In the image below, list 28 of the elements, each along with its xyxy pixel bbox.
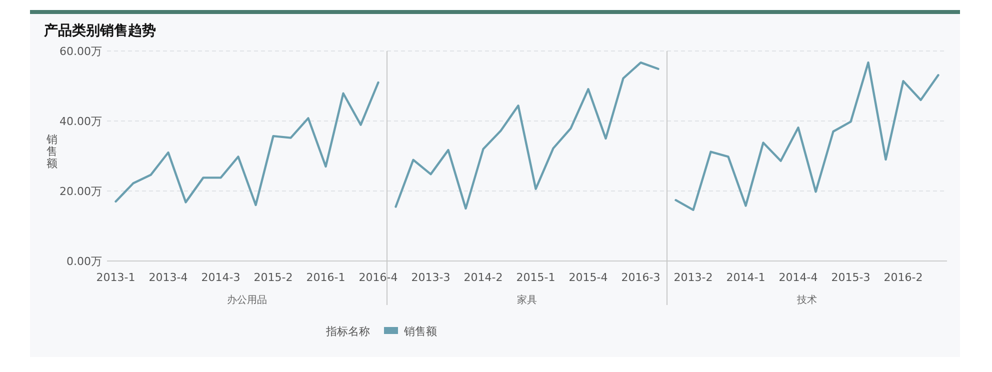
line-series [114,81,380,206]
x-tick-label: 2013-3 [411,271,450,284]
legend-title: 指标名称 [325,325,370,338]
x-tick-label: 2015-1 [516,271,556,284]
x-axis-title: 办公用品 [227,294,267,306]
y-tick-label: 20.00万 [60,185,102,198]
chart-title: 产品类别销售趋势 [43,22,156,39]
legend-label: 销售额 [403,325,437,338]
x-tick-label: 2014-4 [778,271,818,284]
y-tick-label: 0.00万 [66,255,102,268]
x-tick-label: 2013-2 [674,271,713,284]
x-axis-title: 家具 [517,294,537,306]
x-tick-label: 2013-1 [96,271,136,284]
x-tick-label: 2013-4 [148,271,188,284]
x-tick-label: 2014-3 [201,271,240,284]
x-tick-label: 2016-2 [884,271,923,284]
x-tick-label: 2016-3 [621,271,660,284]
x-tick-label: 2015-2 [254,271,293,284]
y-axis-title: 销售额 [46,133,58,170]
y-tick-label: 40.00万 [60,115,102,128]
x-tick-label: 2016-1 [306,271,346,284]
x-tick-label: 2015-4 [568,271,608,284]
x-axis-title: 技术 [796,294,817,306]
y-tick-label: 60.00万 [60,45,102,58]
x-tick-label: 2015-3 [831,271,870,284]
x-tick-label: 2016-4 [358,271,398,284]
x-tick-label: 2014-2 [464,271,503,284]
x-tick-label: 2014-1 [726,271,766,284]
